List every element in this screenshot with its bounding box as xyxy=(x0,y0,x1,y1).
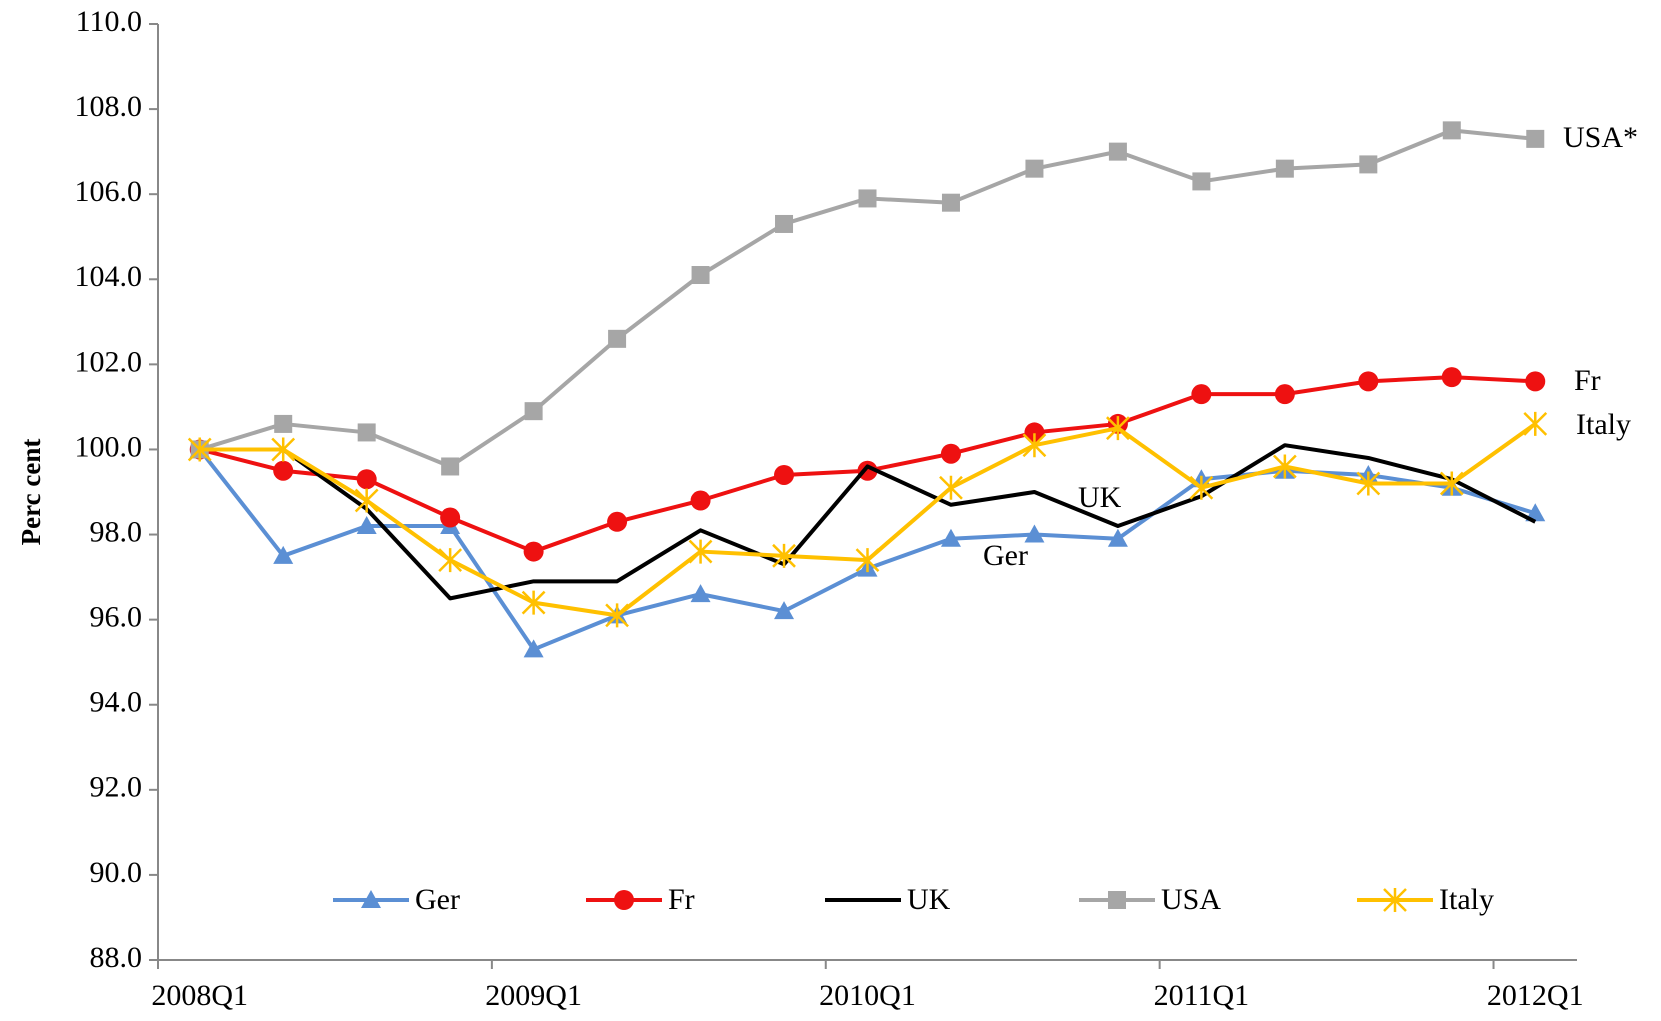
marker xyxy=(607,511,628,532)
marker xyxy=(691,266,710,285)
marker xyxy=(1356,471,1381,496)
marker xyxy=(1441,367,1462,388)
y-tick-label: 88.0 xyxy=(90,941,143,974)
y-tick-label: 102.0 xyxy=(75,345,143,378)
series-line xyxy=(199,128,1536,469)
x-tick-label: 2012Q1 xyxy=(1487,979,1584,1012)
marker xyxy=(1107,528,1128,547)
y-tick-label: 90.0 xyxy=(90,856,143,889)
marker xyxy=(274,414,293,433)
marker xyxy=(774,601,795,620)
marker xyxy=(523,541,544,562)
annotation: Fr xyxy=(1574,364,1601,397)
y-axis-label: Perc cent xyxy=(16,439,46,546)
legend-label: Fr xyxy=(668,883,695,916)
marker xyxy=(1022,433,1047,458)
marker xyxy=(1189,475,1214,500)
marker xyxy=(356,469,377,490)
y-tick-label: 104.0 xyxy=(75,260,143,293)
legend-label: UK xyxy=(907,883,951,916)
series-line xyxy=(199,443,1537,601)
marker xyxy=(941,193,960,212)
marker xyxy=(1025,159,1044,178)
marker xyxy=(1526,129,1545,148)
marker xyxy=(521,590,546,615)
marker xyxy=(855,548,880,573)
marker xyxy=(1358,371,1379,392)
marker xyxy=(357,423,376,442)
marker xyxy=(361,890,381,908)
marker xyxy=(273,460,294,481)
marker xyxy=(1439,471,1464,496)
y-tick-label: 92.0 xyxy=(90,771,143,804)
marker xyxy=(273,545,294,564)
annotation: Ger xyxy=(983,539,1028,572)
marker xyxy=(857,460,878,481)
marker xyxy=(1024,422,1045,443)
marker xyxy=(524,402,543,421)
marker xyxy=(1523,411,1548,436)
marker xyxy=(608,329,627,348)
marker xyxy=(940,528,961,547)
marker xyxy=(1108,142,1127,161)
marker xyxy=(354,488,379,513)
legend-label: Italy xyxy=(1439,883,1494,916)
x-tick-label: 2009Q1 xyxy=(485,979,582,1012)
marker xyxy=(1525,503,1546,522)
marker xyxy=(605,603,629,628)
x-tick-label: 2011Q1 xyxy=(1154,979,1250,1012)
marker xyxy=(1275,159,1294,178)
legend-label: Ger xyxy=(415,883,460,916)
marker xyxy=(775,214,794,233)
marker xyxy=(688,539,713,564)
marker xyxy=(774,464,795,485)
marker xyxy=(690,490,711,511)
y-tick-label: 98.0 xyxy=(90,515,143,548)
marker xyxy=(1274,384,1295,405)
annotation: Italy xyxy=(1576,408,1631,441)
y-tick-label: 94.0 xyxy=(90,686,143,719)
marker xyxy=(940,443,961,464)
marker xyxy=(614,890,634,910)
x-tick-label: 2010Q1 xyxy=(819,979,916,1012)
y-tick-label: 96.0 xyxy=(90,601,143,634)
marker xyxy=(1272,454,1297,479)
y-tick-label: 110.0 xyxy=(76,5,142,38)
marker xyxy=(187,437,212,462)
marker xyxy=(1359,155,1378,174)
marker xyxy=(441,457,460,476)
y-tick-label: 106.0 xyxy=(75,175,143,208)
marker xyxy=(1108,891,1126,909)
y-tick-label: 108.0 xyxy=(75,90,143,123)
marker xyxy=(1024,524,1045,543)
legend-label: USA xyxy=(1161,883,1221,916)
marker xyxy=(1191,384,1212,405)
marker xyxy=(772,543,796,568)
annotation: USA* xyxy=(1563,121,1638,154)
marker xyxy=(858,189,877,208)
marker xyxy=(690,584,711,603)
marker xyxy=(1383,888,1407,912)
marker xyxy=(1442,121,1461,140)
marker xyxy=(1525,371,1546,392)
marker xyxy=(271,437,296,462)
x-tick-label: 2008Q1 xyxy=(151,979,248,1012)
marker xyxy=(1192,172,1211,191)
marker xyxy=(438,548,463,573)
marker xyxy=(939,475,963,500)
marker xyxy=(440,507,461,528)
marker xyxy=(523,639,544,658)
marker xyxy=(1106,416,1130,441)
y-tick-label: 100.0 xyxy=(75,430,143,463)
marker xyxy=(356,516,377,535)
annotation: UK xyxy=(1078,481,1122,514)
